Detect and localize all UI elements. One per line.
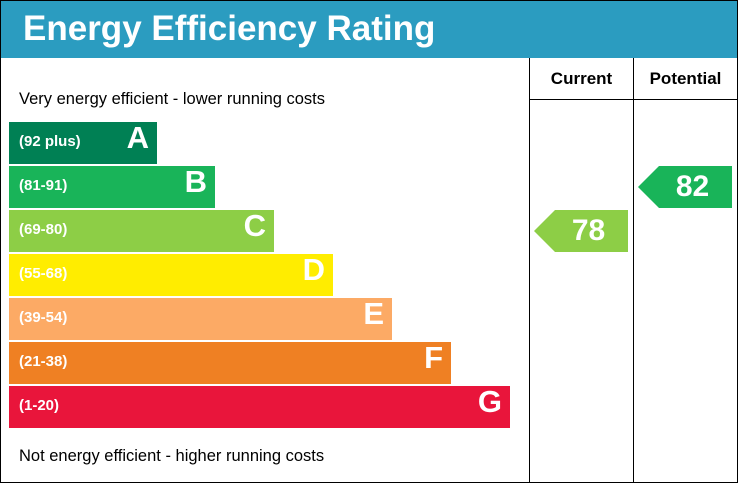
- column-divider-potential: [633, 58, 634, 482]
- page-title: Energy Efficiency Rating: [23, 9, 436, 48]
- band-letter-f: F: [424, 340, 443, 375]
- band-letter-d: D: [302, 252, 325, 287]
- band-range-g: (1-20): [19, 397, 60, 414]
- column-divider-current: [529, 58, 530, 482]
- caption-bottom: Not energy efficient - higher running co…: [19, 447, 325, 465]
- potential-rating-marker: 82: [638, 166, 732, 208]
- current-rating-marker: 78: [534, 210, 628, 252]
- band-letter-a: A: [126, 120, 149, 155]
- band-bar-f: (21-38) F: [9, 340, 451, 384]
- band-range-e: (39-54): [19, 309, 68, 326]
- band-range-d: (55-68): [19, 265, 68, 282]
- band-letter-b: B: [184, 164, 207, 199]
- potential-rating-arrow-body: [659, 166, 732, 208]
- current-rating-arrow-body: [555, 210, 628, 252]
- band-bar-a: (92 plus) A: [9, 120, 157, 164]
- current-rating-value: 78: [571, 214, 606, 247]
- band-letter-e: E: [363, 296, 384, 331]
- band-range-b: (81-91): [19, 177, 68, 194]
- band-range-c: (69-80): [19, 221, 68, 238]
- band-bar-d: (55-68) D: [9, 252, 333, 296]
- current-rating-arrow-icon: [534, 210, 555, 252]
- band-range-a: (92 plus): [19, 133, 81, 150]
- caption-top: Very energy efficient - lower running co…: [19, 90, 326, 108]
- column-header-current: Current: [550, 69, 613, 88]
- potential-rating-value: 82: [675, 170, 710, 203]
- band-range-f: (21-38): [19, 353, 68, 370]
- band-bar-g: (1-20) G: [9, 384, 510, 428]
- band-letter-g: G: [477, 384, 502, 419]
- band-bar-e: (39-54) E: [9, 296, 392, 340]
- band-bar-b: (81-91) B: [9, 164, 215, 208]
- column-header-underline: [529, 99, 737, 100]
- column-header-potential: Potential: [649, 69, 722, 88]
- band-bar-c: (69-80) C: [9, 208, 274, 252]
- title-bar: Energy Efficiency Rating: [1, 1, 737, 58]
- band-letter-c: C: [243, 208, 266, 243]
- potential-rating-arrow-icon: [638, 166, 659, 208]
